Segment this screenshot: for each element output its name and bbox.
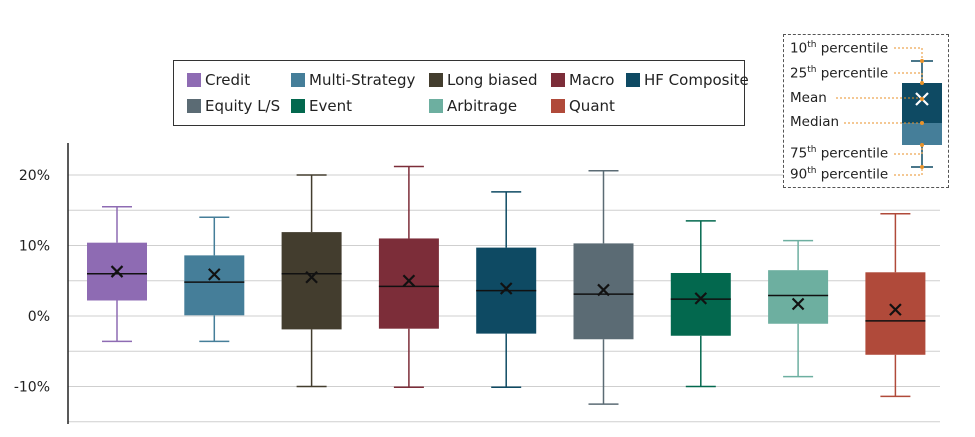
key-box-lower (902, 123, 942, 145)
box-iqr (281, 232, 342, 330)
legend-label: Equity L/S (205, 97, 281, 115)
mean-marker (597, 283, 610, 297)
box-iqr (184, 255, 245, 316)
key-leader-line (894, 72, 923, 83)
box-credit (87, 205, 147, 343)
key-leader-line (894, 167, 923, 176)
key-box-upper (902, 83, 942, 123)
box-hf-composite (476, 191, 537, 388)
legend-swatch (429, 99, 443, 113)
legend-item-long-biased: Long biased (429, 71, 538, 89)
legend-swatch (626, 73, 640, 87)
key-label-p25: 25th percentile (790, 65, 889, 82)
mean-marker (694, 292, 708, 305)
box-multi-strategy (184, 216, 245, 343)
y-tick-label: 0% (28, 309, 50, 325)
legend-label: Long biased (447, 71, 538, 89)
box-iqr (865, 272, 926, 355)
key-leader-dot (920, 81, 924, 85)
mean-marker (110, 265, 124, 278)
legend-swatch (551, 99, 565, 113)
key-leader-dot (920, 165, 924, 169)
legend: Credit Multi-Strategy Long biased Macro … (173, 60, 749, 126)
legend-label: Event (309, 97, 352, 115)
legend-item-hf-composite: HF Composite (626, 71, 749, 89)
legend-label: Arbitrage (447, 97, 518, 115)
legend-item-multi-strategy: Multi-Strategy (291, 71, 415, 89)
box-iqr (768, 270, 829, 324)
legend-item-arbitrage: Arbitrage (429, 97, 517, 115)
mean-marker (402, 274, 416, 288)
legend-swatch (187, 73, 201, 87)
mean-marker (791, 297, 805, 311)
legend-swatch (187, 99, 201, 113)
y-axis: 20% 10% 0% -10% (14, 143, 69, 424)
key-label-mean: Mean (790, 90, 827, 106)
y-tick-label: 10% (19, 239, 50, 255)
legend-item-equity-ls: Equity L/S (187, 97, 280, 115)
key-leader-line (894, 47, 923, 61)
key-leader-dot (920, 59, 924, 63)
legend-item-macro: Macro (551, 71, 614, 89)
key-label-p75: 75th percentile (790, 145, 889, 162)
box-iqr (670, 272, 731, 336)
legend-swatch (551, 73, 565, 87)
box-plot-key: 10th percentile 25th percentile Mean Med… (783, 34, 949, 188)
legend-label: Multi-Strategy (309, 71, 416, 89)
legend-item-quant: Quant (551, 97, 615, 115)
legend-item-event: Event (291, 97, 352, 115)
box-series (87, 165, 926, 405)
y-tick-label: -10% (14, 380, 50, 396)
box-event (670, 220, 731, 388)
mean-marker (305, 270, 318, 284)
legend-swatch (291, 99, 305, 113)
box-equity-l-s (573, 170, 634, 405)
box-macro (378, 165, 439, 388)
legend-item-credit: Credit (187, 71, 250, 89)
legend-swatch (291, 73, 305, 87)
box-quant (865, 213, 926, 398)
key-leader-dot (920, 97, 924, 101)
mean-marker (208, 268, 221, 281)
legend-label: HF Composite (644, 71, 749, 89)
key-label-median: Median (790, 114, 840, 130)
legend-swatch (429, 73, 443, 87)
legend-label: Credit (205, 71, 251, 89)
box-long-biased (281, 174, 342, 388)
key-leader-line (894, 145, 923, 155)
key-diagram (836, 47, 942, 176)
key-label-p90: 90th percentile (790, 166, 889, 183)
key-leader-dot (920, 143, 924, 147)
key-label-p10: 10th percentile (790, 40, 889, 57)
box-iqr (378, 238, 439, 329)
key-leader-dot (920, 121, 924, 125)
box-arbitrage (768, 239, 829, 378)
y-tick-label: 20% (19, 168, 50, 184)
mean-marker (499, 282, 513, 295)
legend-label: Macro (569, 71, 615, 89)
mean-marker (889, 303, 902, 316)
legend-label: Quant (569, 97, 615, 115)
